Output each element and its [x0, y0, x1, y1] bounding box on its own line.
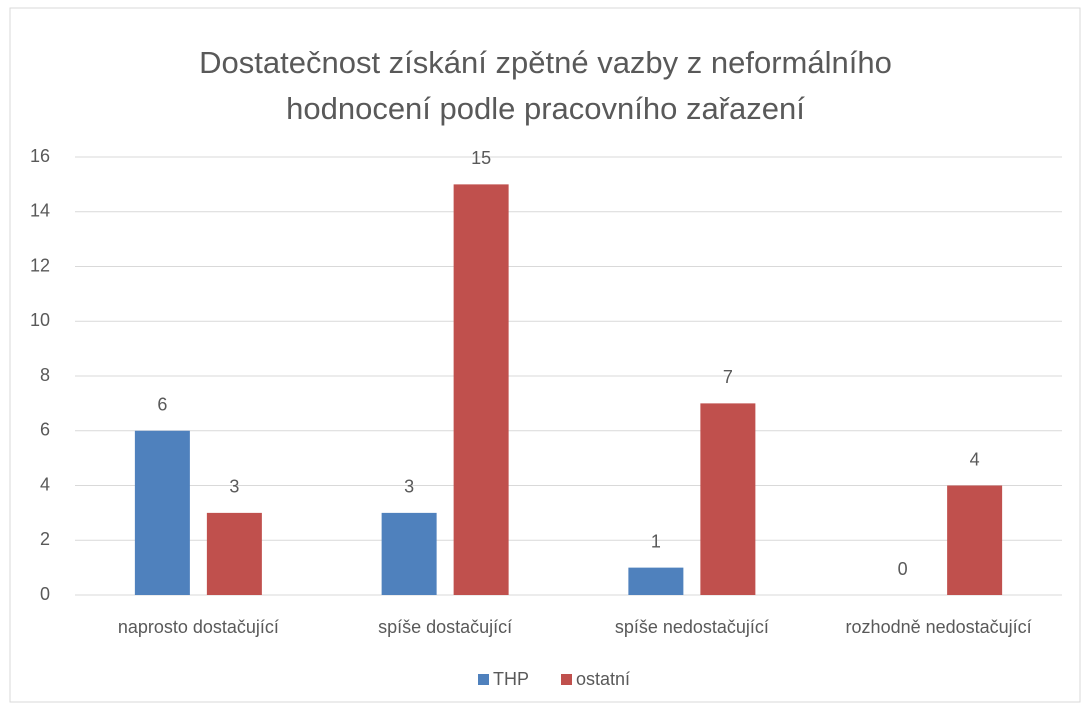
legend-swatch [478, 674, 489, 685]
data-label: 0 [898, 559, 908, 579]
bar [947, 485, 1003, 595]
legend-label: THP [493, 669, 529, 689]
data-label: 3 [229, 477, 239, 497]
y-tick-label: 16 [30, 146, 50, 166]
y-tick-label: 6 [40, 420, 50, 440]
y-tick-label: 14 [30, 201, 50, 221]
data-label: 4 [970, 449, 980, 469]
y-tick-label: 0 [40, 584, 50, 604]
bar [700, 403, 756, 595]
bar [628, 567, 684, 595]
x-tick-label: spíše nedostačující [615, 617, 769, 637]
y-tick-label: 2 [40, 529, 50, 549]
bar [453, 184, 509, 595]
chart-title: Dostatečnost získání zpětné vazby z nefo… [199, 45, 892, 126]
y-tick-label: 10 [30, 310, 50, 330]
bar [134, 430, 190, 595]
data-label: 1 [651, 531, 661, 551]
y-tick-label: 12 [30, 255, 50, 275]
data-label: 7 [723, 367, 733, 387]
bar [381, 512, 437, 595]
y-tick-label: 8 [40, 365, 50, 385]
data-label: 3 [404, 477, 414, 497]
data-label: 15 [471, 148, 491, 168]
y-tick-label: 4 [40, 474, 50, 494]
legend-label: ostatní [576, 669, 630, 689]
legend-swatch [561, 674, 572, 685]
data-label: 6 [157, 395, 167, 415]
x-tick-label: naprosto dostačující [118, 617, 279, 637]
bar [206, 512, 262, 595]
x-tick-label: spíše dostačující [378, 617, 512, 637]
x-tick-label: rozhodně nedostačující [846, 617, 1032, 637]
